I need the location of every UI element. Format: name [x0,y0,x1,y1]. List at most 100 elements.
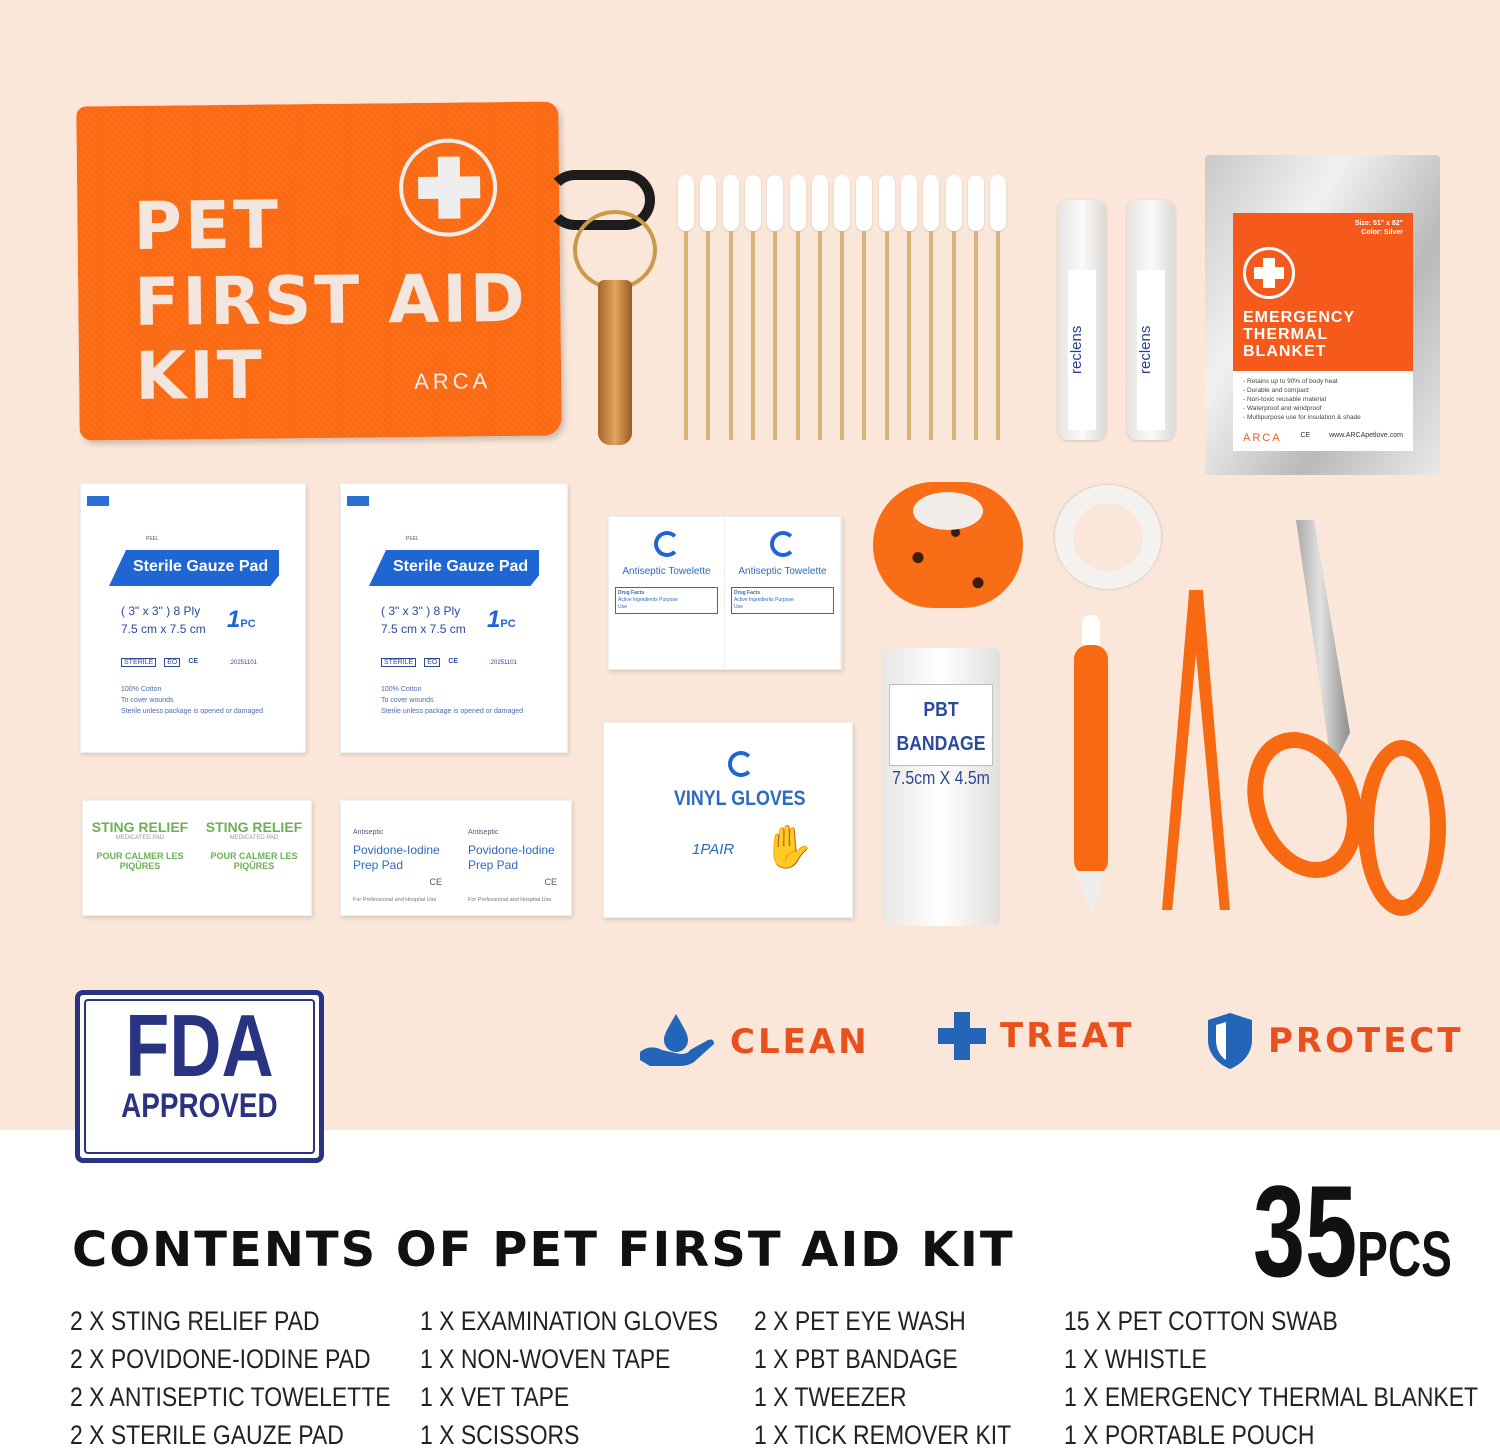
gauze-title: Sterile Gauze Pad [109,550,279,586]
vinyl-gloves-pack: VINYL GLOVES 1PAIR ✋ [603,722,853,918]
feature: - Multipurpose use for insulation & shad… [1243,414,1361,421]
contents-item: 1 X TWEEZER [754,1382,907,1412]
cotton-swab [722,175,739,440]
sting-title: STING RELIEF [91,819,189,835]
sting-subtitle: MEDICATED PAD [115,835,165,841]
sting-french: POUR CALMER LES PIQÛRES [210,851,298,871]
contents-item: 2 X STING RELIEF PAD [70,1306,320,1336]
pillar-clean: CLEAN [638,1012,870,1072]
sting-subtitle: MEDICATED PAD [229,835,279,841]
facts-line: Active Ingredients [734,597,774,603]
brand-logo: ARCA [1243,432,1282,444]
towelette-title: Antiseptic Towelette [622,566,711,577]
gauze-count: 1PC [487,606,516,634]
size-cm: 7.5 cm x 7.5 cm [121,622,206,636]
cotton-swab [767,175,784,440]
cotton-swab [856,175,873,440]
feature: - Durable and compact [1243,387,1309,394]
pillar-treat: TREAT [938,1012,1134,1060]
gauze-size: ( 3" x 3" ) 8 Ply 7.5 cm x 7.5 cm [121,602,206,638]
piece-count: 35PCS [1253,1156,1452,1306]
blanket-title: THERMAL [1243,326,1329,343]
fda-text: FDA [125,996,274,1095]
mark: EO [424,658,441,667]
gauze-marks: STERILE EO CE [121,658,198,667]
drug-facts: Drug Facts Active Ingredients Purpose Use [731,587,834,614]
gauze-count: 1PC [227,606,256,634]
facts-heading: Drug Facts [734,590,761,596]
paw-cross-icon [1243,247,1295,299]
medical-cross-icon [938,1012,986,1060]
pv-footer: For Professional and Hospital Use [353,897,437,903]
vial-label: reclens [1068,270,1096,430]
whistle [598,280,632,445]
pouch-text: KIT [134,336,266,415]
blanket-footer: ARCA CE www.ARCApetlove.com [1233,428,1413,448]
facts-line: Active Ingredients [618,597,658,603]
cotton-swab [990,175,1007,440]
pv-footer: For Professional and Hospital Use [468,897,552,903]
contents-title: CONTENTS OF PET FIRST AID KIT [72,1222,1015,1278]
gauze-notes: 100% Cotton To cover wounds Sterile unless… [381,684,523,717]
hand-icon: ✋ [762,823,815,870]
blanket-features: - Retains up to 90% of body heat - Durab… [1233,371,1413,428]
ce-mark: CE [188,658,199,665]
sterile-gauze-pad: PEEL Sterile Gauze Pad ( 3" x 3" ) 8 Ply 7.… [80,483,306,753]
pv-kicker: Antiseptic [353,829,384,836]
blanket-color: Color: Silver [1361,229,1403,236]
piece-count-number: 35 [1253,1158,1358,1304]
gauze-size: ( 3" x 3" ) 8 Ply 7.5 cm x 7.5 cm [381,602,466,638]
mark: EO [164,658,181,667]
pv-title: Povidone-Iodine Prep Pad [353,843,444,873]
drug-facts: Drug Facts Active Ingredients Purpose Use [615,587,718,614]
contents-item: 1 X SCISSORS [420,1420,580,1450]
contents-item: 1 X PORTABLE POUCH [1064,1420,1315,1450]
pouch: PET FIRST AID KIT ARCA [76,101,562,441]
size-inches: ( 3" x 3" ) 8 Ply [121,604,201,618]
contents-item: 2 X POVIDONE-IODINE PAD [70,1344,371,1374]
pouch-text: PET [133,186,282,265]
note: To cover wounds [121,697,174,704]
note: To cover wounds [381,697,434,704]
ce-mark: CE [544,877,557,887]
thermal-blanket: Size: 51" x 82" Color: Silver EMERGENCY … [1205,155,1440,475]
pv-title: Povidone-Iodine Prep Pad [468,843,559,873]
ce-mark: CE [448,658,459,665]
pillar-label: PROTECT [1268,1021,1464,1061]
brand-logo-icon [769,531,796,557]
gauze-marks: STERILE EO CE [381,658,458,667]
feature: - Non-toxic reusable material [1243,396,1327,403]
pv-kicker: Antiseptic [468,829,499,836]
peel-label: PEEL [406,536,419,542]
cotton-swab [744,175,761,440]
non-woven-tape-roll [1055,485,1161,589]
pv-title-2: Prep Pad [353,858,404,872]
bandage-title: PBT BANDAGE [896,699,986,755]
shield-icon [1208,1013,1252,1069]
eye-wash-vial: reclens [1127,200,1175,440]
blanket-title: EMERGENCY [1243,309,1356,326]
facts-line: Purpose [659,597,678,603]
contents-item: 15 X PET COTTON SWAB [1064,1306,1338,1336]
bandage-label: PBT BANDAGE 7.5cm X 4.5m [889,684,993,788]
website: www.ARCApetlove.com [1329,432,1403,439]
count-unit: PC [500,618,516,630]
contents-item: 1 X EMERGENCY THERMAL BLANKET [1064,1382,1479,1412]
pouch-text: FIRST AID [133,259,529,341]
cotton-swab [811,175,828,440]
note: Sterile unless package is opened or dama… [121,708,264,715]
pillar-label: TREAT [1000,1016,1135,1056]
contents-item: 2 X ANTISEPTIC TOWELETTE [70,1382,391,1412]
scissors [1227,520,1446,916]
contents-item: 1 X PBT BANDAGE [754,1344,958,1374]
cotton-swab [789,175,806,440]
contents-item: 2 X PET EYE WASH [754,1306,966,1336]
pillar-protect: PROTECT [1206,1012,1464,1070]
size-inches: ( 3" x 3" ) 8 Ply [381,604,461,618]
cotton-swab [901,175,917,440]
cotton-swab [700,175,717,440]
blanket-header: Size: 51" x 82" Color: Silver EMERGENCY … [1233,213,1413,371]
contents-item: 1 X WHISTLE [1064,1344,1207,1374]
pv-title-1: Povidone-Iodine [468,843,555,857]
count: 1 [227,606,241,633]
